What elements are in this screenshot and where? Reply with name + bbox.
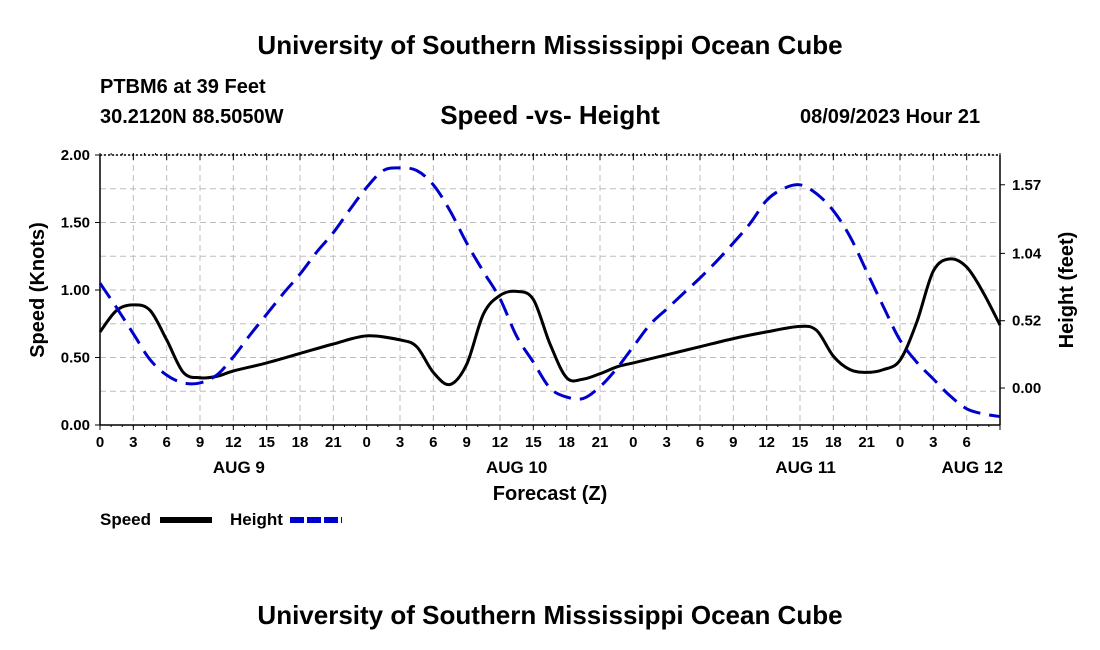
y2-tick-label: 0.52 bbox=[1012, 313, 1041, 330]
chart-frame bbox=[95, 153, 1005, 430]
x-tick-label: 18 bbox=[558, 434, 575, 451]
x-tick-label: 3 bbox=[662, 434, 670, 451]
x-tick-label: 6 bbox=[696, 434, 704, 451]
x-axis-title: Forecast (Z) bbox=[493, 483, 607, 505]
legend-speed-label: Speed bbox=[100, 510, 152, 529]
chart-series bbox=[98, 166, 1002, 418]
y-tick-label: 0.00 bbox=[61, 417, 90, 434]
x-tick-label: 9 bbox=[462, 434, 470, 451]
day-label: AUG 9 bbox=[213, 458, 265, 477]
footer-title: University of Southern Mississippi Ocean… bbox=[257, 600, 843, 630]
x-tick-label: 21 bbox=[592, 434, 609, 451]
y-tick-label: 1.00 bbox=[61, 282, 90, 299]
x-tick-label: 6 bbox=[962, 434, 970, 451]
y-tick-label: 0.50 bbox=[61, 350, 90, 367]
y-axis-title: Speed (Knots) bbox=[27, 222, 49, 358]
x-tick-label: 3 bbox=[396, 434, 404, 451]
x-tick-label: 15 bbox=[525, 434, 542, 451]
x-tick-label: 3 bbox=[129, 434, 137, 451]
x-tick-label: 6 bbox=[162, 434, 170, 451]
x-tick-label: 0 bbox=[362, 434, 370, 451]
forecast-datetime: 08/09/2023 Hour 21 bbox=[800, 106, 981, 128]
y2-tick-label: 1.04 bbox=[1012, 245, 1042, 262]
x-tick-label: 0 bbox=[896, 434, 904, 451]
legend-height-label: Height bbox=[230, 510, 283, 529]
x-tick-label: 21 bbox=[325, 434, 342, 451]
x-tick-label: 0 bbox=[629, 434, 637, 451]
x-tick-label: 0 bbox=[96, 434, 104, 451]
x-tick-label: 21 bbox=[858, 434, 875, 451]
x-tick-label: 15 bbox=[258, 434, 275, 451]
x-tick-label: 12 bbox=[492, 434, 509, 451]
x-tick-label: 9 bbox=[729, 434, 737, 451]
x-tick-label: 3 bbox=[929, 434, 937, 451]
y2-axis-title: Height (feet) bbox=[1056, 232, 1078, 349]
x-tick-label: 9 bbox=[196, 434, 204, 451]
axis-labels: 0 3 6 9 12 15 18 21 0 3 6 9 12 15 18 21 0 3 6 9 12 15 18 21 0 3 6 0… bbox=[27, 147, 1078, 505]
x-tick-label: 12 bbox=[758, 434, 775, 451]
chart-grid bbox=[99, 154, 1001, 426]
x-tick-label: 18 bbox=[825, 434, 842, 451]
series-line-speed bbox=[98, 257, 1002, 387]
y2-tick-label: 0.00 bbox=[1012, 380, 1041, 397]
coordinates-label: 30.2120N 88.5050W bbox=[100, 106, 284, 128]
day-label: AUG 11 bbox=[775, 458, 835, 477]
x-tick-label: 6 bbox=[429, 434, 437, 451]
x-tick-label: 18 bbox=[292, 434, 309, 451]
chart-title: Speed -vs- Height bbox=[440, 100, 660, 130]
y2-tick-label: 1.57 bbox=[1012, 177, 1041, 194]
y-tick-label: 2.00 bbox=[61, 147, 90, 164]
day-label: AUG 10 bbox=[486, 458, 547, 477]
station-label: PTBM6 at 39 Feet bbox=[100, 76, 266, 98]
x-tick-label: 12 bbox=[225, 434, 242, 451]
x-tick-label: 15 bbox=[792, 434, 809, 451]
y-tick-label: 1.50 bbox=[61, 215, 90, 232]
day-label: AUG 12 bbox=[942, 458, 1003, 477]
page-title: University of Southern Mississippi Ocean… bbox=[257, 30, 843, 60]
series-line-height bbox=[98, 166, 1001, 418]
